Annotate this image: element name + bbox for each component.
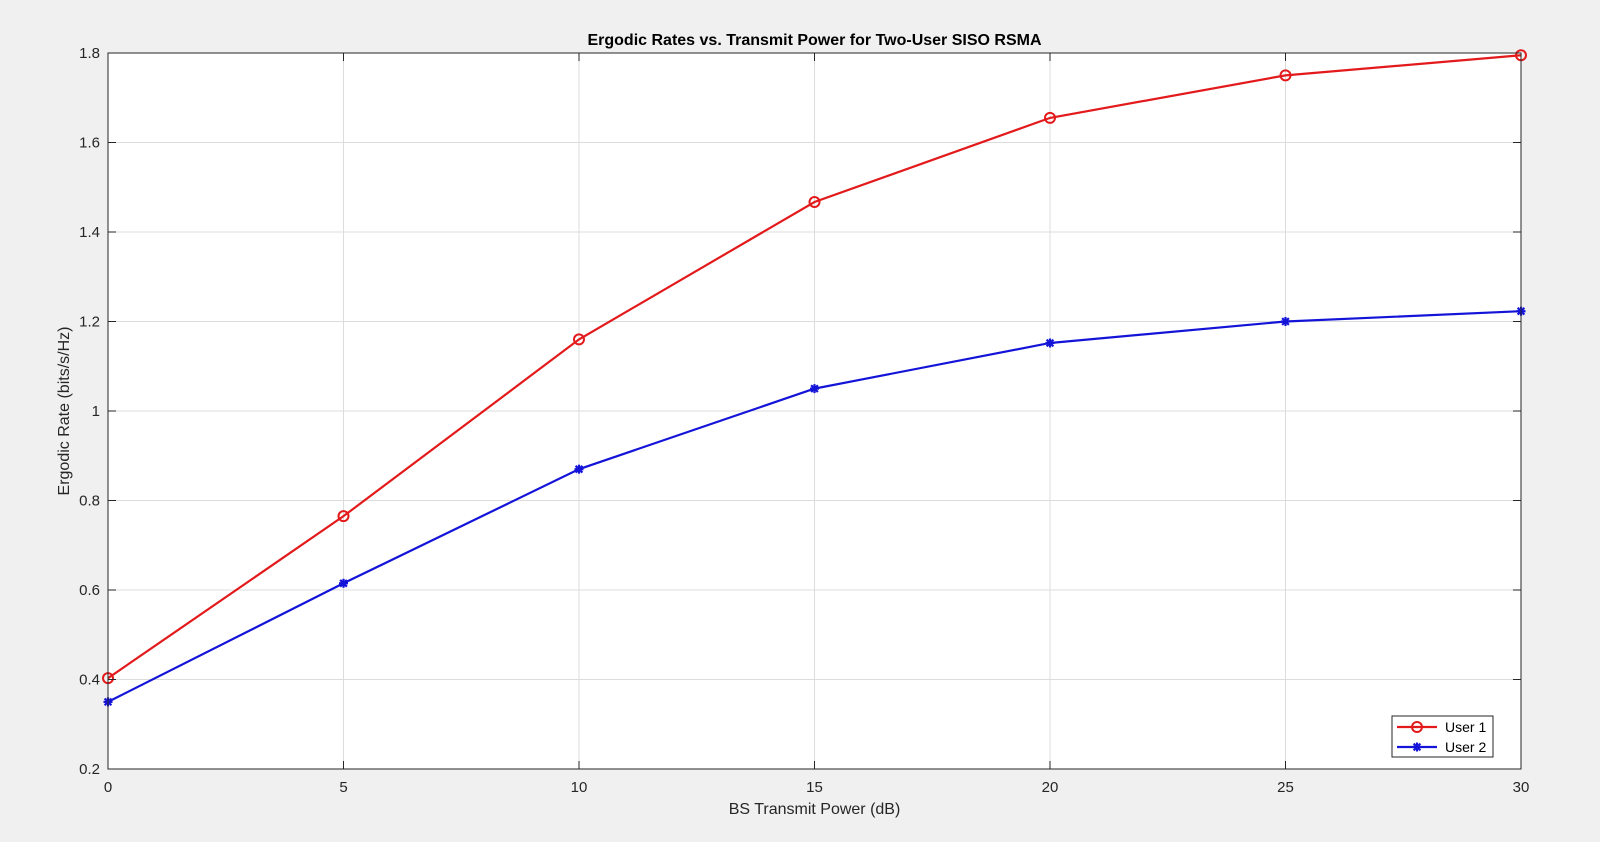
chart-title: Ergodic Rates vs. Transmit Power for Two… — [587, 32, 1041, 49]
legend-series-1-label: User 1 — [1445, 719, 1486, 735]
x-tick-label: 10 — [571, 779, 588, 796]
y-tick-label: 0.8 — [79, 493, 100, 510]
y-tick-label: 0.4 — [79, 672, 100, 689]
x-axis-label: BS Transmit Power (dB) — [729, 801, 901, 818]
y-tick-label: 1.6 — [79, 135, 100, 152]
y-tick-label: 1.4 — [79, 224, 100, 241]
series-2-point-stroke — [810, 384, 819, 393]
series-2-point — [339, 578, 348, 588]
legend-series-2-marker-stroke — [1412, 742, 1422, 752]
y-tick-label: 0.6 — [79, 582, 100, 599]
series-2-point — [1281, 317, 1290, 326]
series-1-point — [337, 510, 350, 523]
series-1-line — [107, 54, 1522, 680]
y-axis-label: Ergodic Rate (bits/s/Hz) — [56, 327, 73, 496]
series-2-point — [1045, 338, 1055, 348]
series-2-point-stroke — [1045, 338, 1055, 348]
x-tick-label: 30 — [1513, 779, 1530, 796]
series-2-point-stroke — [339, 579, 348, 588]
legend-series-2-marker — [1412, 742, 1422, 752]
ticks: 0 5 10 15 20 25 30 0.2 0.4 0.6 0.8 1 1.2 1.4 1.6 1.8 — [79, 45, 1529, 796]
legend-series-2-label: User 2 — [1445, 739, 1486, 755]
series-1-point — [573, 333, 585, 346]
y-tick-label: 1.8 — [79, 45, 100, 62]
series-2-point-stroke — [1281, 317, 1290, 326]
x-tick-label: 5 — [339, 779, 347, 796]
series-layer — [102, 49, 1527, 707]
y-tick-label: 1 — [92, 403, 100, 420]
legend: User 1 User 2 — [1391, 715, 1494, 758]
x-tick-label: 15 — [806, 779, 823, 796]
series-2-point-stroke — [574, 465, 584, 474]
x-tick-label: 20 — [1042, 779, 1059, 796]
series-1-point — [1044, 111, 1056, 124]
series-2-point — [810, 384, 819, 394]
series-1-point — [1279, 69, 1292, 82]
y-tick-label: 1.2 — [79, 314, 100, 331]
series-2-point — [574, 464, 584, 474]
legend-box — [1391, 715, 1494, 758]
series-1-point — [808, 196, 821, 209]
x-tick-label: 0 — [104, 779, 112, 796]
x-tick-label: 25 — [1277, 779, 1294, 796]
y-tick-label: 0.2 — [79, 761, 100, 778]
legend-series-1-marker — [1411, 721, 1423, 733]
